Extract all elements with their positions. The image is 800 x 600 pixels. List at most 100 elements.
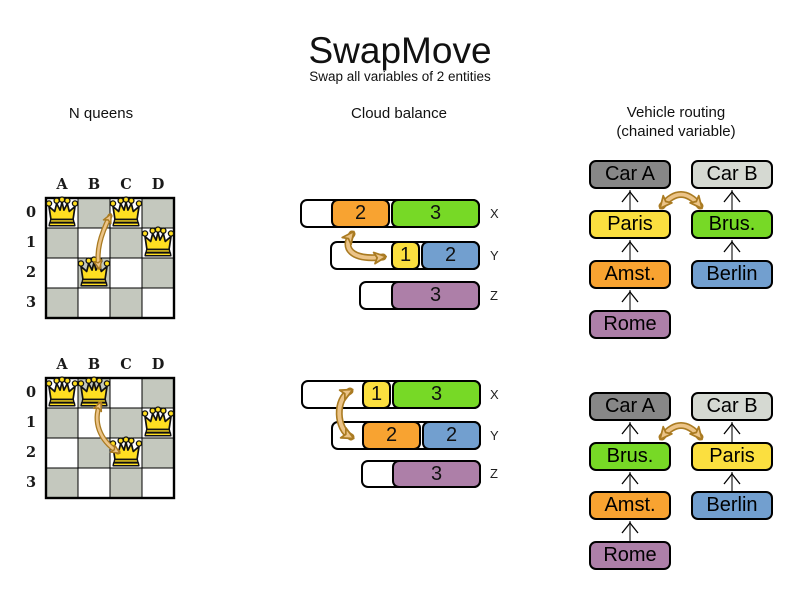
board-col-label: B: [87, 176, 101, 193]
vehicle-box-paris: Paris: [691, 442, 773, 471]
board-cell: [109, 407, 143, 439]
chain-link-arrowhead: [621, 422, 639, 435]
board-cell: [77, 227, 111, 259]
queen-icon: [141, 406, 175, 437]
section-header-nqueens: N queens: [68, 105, 134, 122]
board-col-label: C: [120, 176, 132, 193]
board-cell: [77, 197, 111, 229]
queen-icon: [77, 376, 111, 407]
board-cell: [77, 257, 111, 289]
board-cell: [109, 287, 143, 319]
board-col-label: D: [151, 356, 165, 373]
queen-icon: [45, 376, 79, 407]
board-cell: [141, 197, 175, 229]
board-cell: [109, 377, 143, 409]
chessboard-border: [44, 196, 176, 320]
chain-link-arrowhead: [621, 290, 639, 303]
cloud-row-label: Z: [490, 287, 498, 303]
queen-icon: [77, 256, 111, 287]
board-row-label: 3: [25, 474, 37, 491]
vehicle-box-car-a: Car A: [589, 392, 671, 421]
board-cell: [109, 227, 143, 259]
swap-arrow: [659, 423, 703, 441]
queen-icon: [109, 196, 143, 227]
chain-link-arrowhead: [621, 521, 639, 534]
cloud-row-label: Y: [490, 427, 499, 443]
cloud-process-block: 2: [331, 199, 390, 228]
board-cell: [109, 197, 143, 229]
board-cell: [77, 377, 111, 409]
board-cell: [77, 407, 111, 439]
cloud-process-block: 3: [392, 460, 481, 488]
section-header-vehicle-line2: (chained variable): [616, 123, 736, 140]
chain-link-arrowhead: [723, 422, 741, 435]
cloud-process-block: 3: [391, 281, 480, 310]
cloud-process-block: 3: [391, 199, 480, 228]
board-row-label: 0: [25, 384, 37, 401]
board-row-label: 2: [25, 444, 37, 461]
queen-icon: [109, 436, 143, 467]
board-row-label: 2: [25, 264, 37, 281]
board-cell: [141, 437, 175, 469]
vehicle-box-paris: Paris: [589, 210, 671, 239]
board-cell: [45, 437, 79, 469]
swap-arrow-outline: [94, 401, 121, 455]
queen-icon: [141, 226, 175, 257]
swap-arrow: [93, 401, 121, 454]
board-cell: [109, 437, 143, 469]
chain-link-arrowhead: [621, 190, 639, 203]
vehicle-box-rome: Rome: [589, 541, 671, 570]
vehicle-box-car-a: Car A: [589, 160, 671, 189]
board-cell: [77, 287, 111, 319]
board-cell: [141, 287, 175, 319]
cloud-row-label: X: [490, 386, 499, 402]
diagram-subtitle: Swap all variables of 2 entities: [309, 69, 491, 84]
chessboard-border: [44, 376, 176, 500]
board-row-label: 1: [25, 234, 37, 251]
board-cell: [141, 227, 175, 259]
vehicle-box-rome: Rome: [589, 310, 671, 339]
chain-link-arrowhead: [723, 190, 741, 203]
cloud-process-block: 1: [362, 380, 391, 409]
swap-arrow-outline: [95, 213, 113, 270]
vehicle-box-amst: Amst.: [589, 260, 671, 289]
board-col-label: A: [56, 356, 68, 373]
queen-icon: [45, 196, 79, 227]
board-cell: [77, 437, 111, 469]
board-cell: [45, 407, 79, 439]
cloud-process-block: 2: [362, 421, 421, 450]
cloud-row-label: Z: [490, 466, 498, 481]
diagram-title: SwapMove: [308, 30, 492, 71]
board-cell: [45, 197, 79, 229]
vehicle-box-car-b: Car B: [691, 160, 773, 189]
cloud-process-block: 1: [391, 241, 420, 270]
board-cell: [45, 377, 79, 409]
board-row-label: 1: [25, 414, 37, 431]
board-col-label: A: [56, 176, 68, 193]
board-col-label: D: [151, 176, 165, 193]
board-cell: [77, 467, 111, 499]
swap-arrow: [659, 192, 703, 210]
vehicle-box-berlin: Berlin: [691, 260, 773, 289]
vehicle-box-car-b: Car B: [691, 392, 773, 421]
board-col-label: C: [120, 356, 132, 373]
board-cell: [141, 407, 175, 439]
board-cell: [109, 257, 143, 289]
board-cell: [141, 377, 175, 409]
cloud-process-block: 2: [422, 421, 481, 450]
vehicle-box-amst: Amst.: [589, 491, 671, 520]
vehicle-box-berlin: Berlin: [691, 491, 773, 520]
board-cell: [141, 257, 175, 289]
board-row-label: 0: [25, 204, 37, 221]
chain-link-arrowhead: [723, 240, 741, 253]
section-header-vehicle-line1: Vehicle routing: [626, 104, 726, 121]
chain-link-arrowhead: [723, 472, 741, 485]
vehicle-box-brus: Brus.: [691, 210, 773, 239]
board-row-label: 3: [25, 294, 37, 311]
section-header-vehicle: Vehicle routing (chained variable): [616, 103, 735, 141]
board-cell: [45, 287, 79, 319]
chain-link-arrowhead: [621, 472, 639, 485]
board-cell: [141, 467, 175, 499]
cloud-process-block: 3: [392, 380, 481, 409]
